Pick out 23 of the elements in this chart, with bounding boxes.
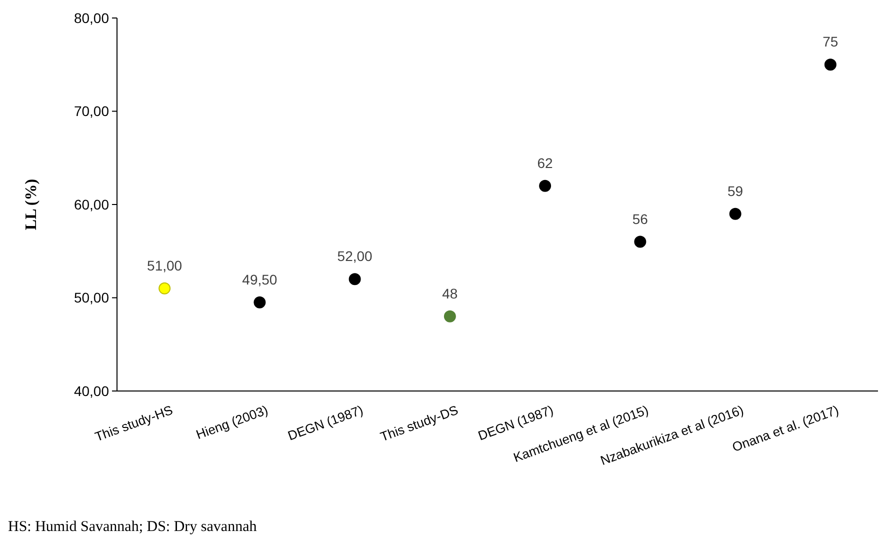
point [348, 273, 361, 286]
point [729, 208, 742, 220]
data-label: 56 [632, 210, 648, 227]
point [254, 296, 266, 308]
data-label: 51,00 [147, 257, 182, 274]
y-tick-label: 50,00 [74, 290, 110, 306]
data-label: 62 [537, 154, 554, 171]
y-tick-label: 60,00 [74, 196, 110, 212]
point [158, 282, 171, 294]
data-label: 48 [442, 285, 458, 302]
point [634, 236, 646, 248]
y-axis-title: LL (%) [23, 178, 40, 230]
data-label: 75 [822, 34, 838, 50]
data-label: 49,50 [242, 271, 278, 288]
y-tick-label: 70,00 [74, 103, 110, 120]
data-label: 52,00 [337, 248, 373, 264]
y-tick-label: 80,00 [74, 10, 110, 26]
point [539, 180, 552, 192]
data-label: 59 [728, 182, 744, 199]
y-tick-label: 40,00 [74, 382, 110, 399]
point [444, 310, 456, 322]
text: HS: Humid Savannah; DS: Dry savannah [8, 519, 258, 535]
point [824, 58, 836, 71]
